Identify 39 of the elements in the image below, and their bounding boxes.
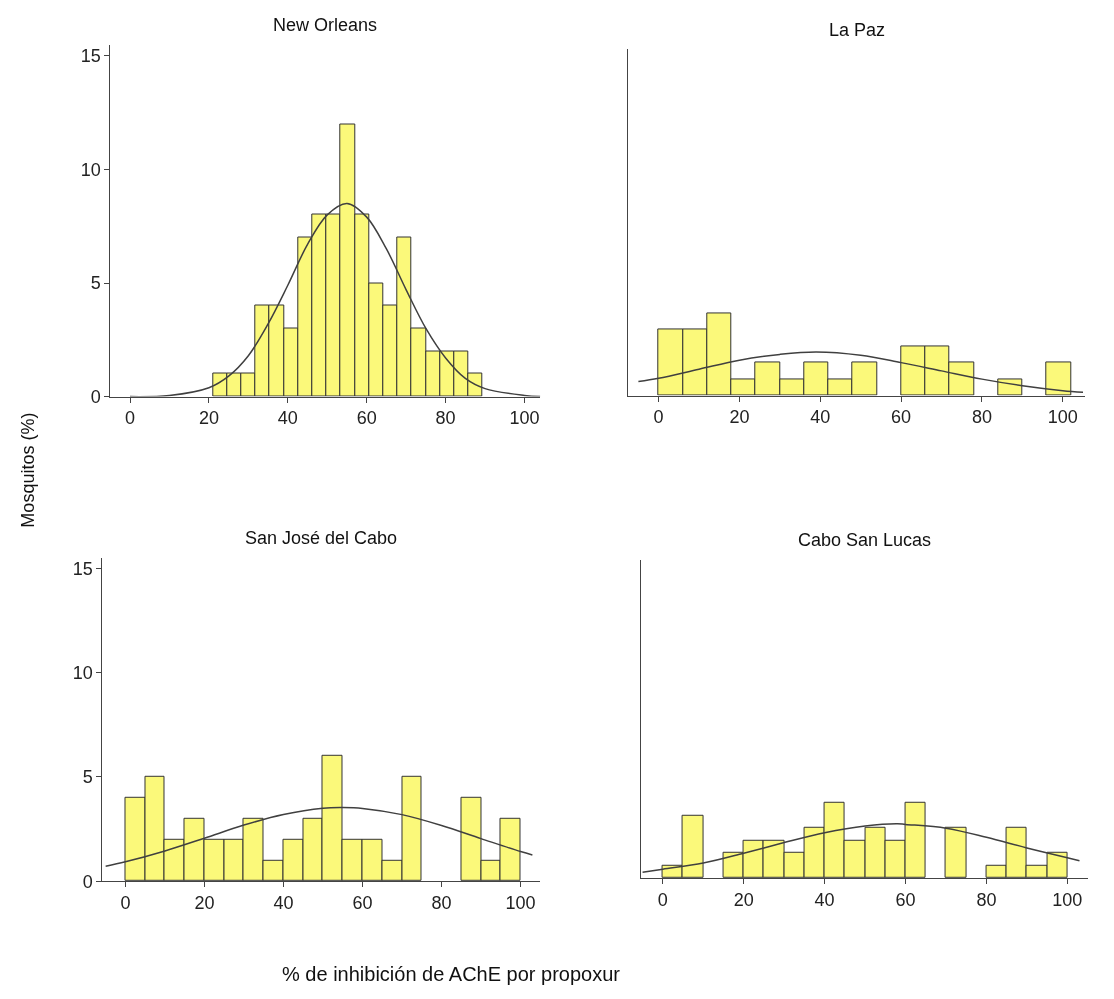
y-tick-label: 5 [90, 273, 101, 294]
x-tick-label: 0 [125, 408, 136, 429]
y-tick-label: 0 [82, 871, 93, 892]
y-tick-label: 10 [80, 159, 101, 180]
chart-title: La Paz [829, 20, 886, 40]
y-axis-title: Mosquitos (%) [18, 412, 39, 528]
x-tick-label: 40 [810, 407, 831, 428]
x-tick-label: 40 [273, 892, 294, 913]
x-tick-label: 80 [971, 407, 992, 428]
y-tick-label: 10 [72, 662, 93, 683]
x-tick-label: 100 [509, 408, 540, 429]
x-tick-label: 60 [891, 407, 912, 428]
line-series [104, 806, 534, 867]
x-tick-label: 20 [194, 892, 215, 913]
y-tick-label: 15 [72, 558, 93, 579]
x-tick-label: 40 [814, 889, 835, 910]
x-tick-label: 100 [1047, 407, 1078, 428]
x-tick-label: 20 [729, 407, 750, 428]
x-tick-label: 40 [277, 408, 298, 429]
x-tick-label: 60 [356, 408, 377, 429]
chart-title: Cabo San Lucas [798, 530, 932, 550]
x-tick-label: 60 [352, 892, 373, 913]
x-axis-title: % de inhibición de AChE por propoxur [282, 963, 621, 985]
x-tick-label: 0 [120, 892, 131, 913]
y-tick-label: 15 [80, 46, 101, 67]
x-tick-label: 20 [198, 408, 219, 429]
x-tick-label: 20 [733, 889, 754, 910]
x-tick-label: 100 [1052, 889, 1083, 910]
x-tick-label: 0 [653, 407, 664, 428]
y-tick-label: 0 [90, 386, 101, 407]
x-tick-label: 80 [435, 408, 456, 429]
chart-title: San José del Cabo [245, 528, 398, 548]
x-tick-label: 60 [895, 889, 916, 910]
x-tick-label: 80 [976, 889, 997, 910]
chart-title: New Orleans [273, 15, 378, 35]
x-tick-label: 0 [657, 889, 668, 910]
y-tick-label: 5 [82, 767, 93, 788]
x-tick-label: 80 [431, 892, 452, 913]
x-tick-label: 100 [505, 892, 536, 913]
